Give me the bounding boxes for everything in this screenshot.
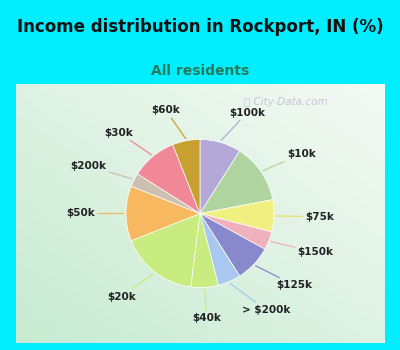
Wedge shape — [200, 199, 274, 232]
Text: $60k: $60k — [152, 105, 186, 139]
Text: $100k: $100k — [221, 107, 265, 140]
Wedge shape — [191, 214, 218, 287]
Wedge shape — [200, 140, 240, 214]
Text: $200k: $200k — [70, 161, 132, 179]
Text: Ⓢ City-Data.com: Ⓢ City-Data.com — [244, 97, 328, 107]
Wedge shape — [200, 151, 273, 214]
Text: All residents: All residents — [151, 64, 249, 78]
Text: $50k: $50k — [66, 209, 124, 218]
Wedge shape — [173, 140, 200, 214]
Wedge shape — [200, 214, 240, 285]
Wedge shape — [200, 214, 272, 249]
Wedge shape — [200, 214, 265, 276]
Text: $20k: $20k — [107, 274, 153, 302]
Text: $40k: $40k — [192, 289, 221, 323]
Text: $10k: $10k — [263, 149, 316, 171]
Text: $150k: $150k — [271, 241, 334, 257]
Text: Income distribution in Rockport, IN (%): Income distribution in Rockport, IN (%) — [17, 18, 383, 36]
Wedge shape — [131, 174, 200, 214]
Wedge shape — [126, 186, 200, 241]
Text: $125k: $125k — [256, 266, 313, 290]
Text: $30k: $30k — [104, 127, 152, 155]
Text: > $200k: > $200k — [230, 284, 290, 315]
Wedge shape — [131, 214, 200, 287]
Wedge shape — [138, 145, 200, 214]
Text: $75k: $75k — [276, 212, 334, 222]
